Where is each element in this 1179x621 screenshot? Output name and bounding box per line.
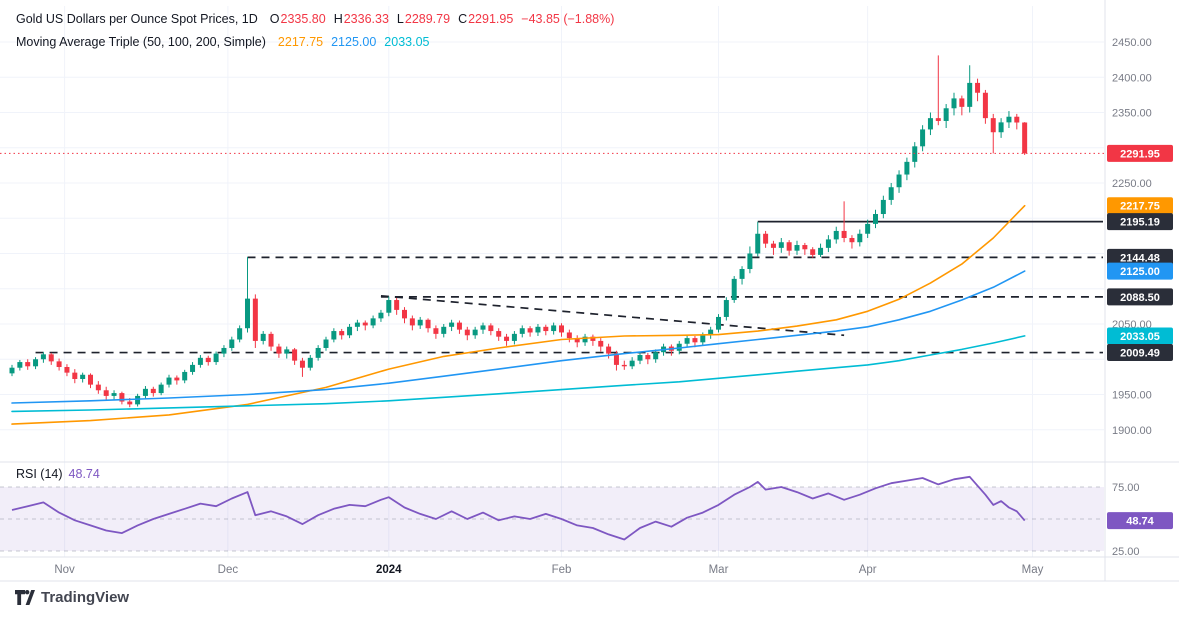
ohlc-value-l: 2289.79 bbox=[404, 12, 451, 26]
axis-badge-2009.49: 2009.49 bbox=[1107, 344, 1173, 362]
rsi-value: 48.74 bbox=[68, 467, 100, 481]
ohlc-row: Gold US Dollars per Ounce Spot Prices, 1… bbox=[16, 8, 614, 31]
svg-text:Dec: Dec bbox=[218, 564, 239, 576]
ohlc-label-l: L bbox=[396, 12, 404, 26]
ma-indicator-title[interactable]: Moving Average Triple (50, 100, 200, Sim… bbox=[16, 35, 266, 49]
axis-badge-2033.05: 2033.05 bbox=[1107, 327, 1173, 345]
svg-text:2088.50: 2088.50 bbox=[1120, 292, 1160, 304]
tradingview-logo-text: TradingView bbox=[41, 589, 130, 606]
sma-200-line bbox=[11, 335, 1026, 413]
rsi-title[interactable]: RSI (14) bbox=[16, 467, 63, 481]
svg-text:2217.75: 2217.75 bbox=[1120, 201, 1160, 213]
axis-badge-2144.48: 2144.48 bbox=[1107, 248, 1173, 266]
svg-text:2291.95: 2291.95 bbox=[1120, 148, 1160, 160]
svg-text:1950.00: 1950.00 bbox=[1112, 390, 1152, 402]
tradingview-logo[interactable]: TradingView bbox=[14, 589, 129, 606]
ohlc-values: O2335.80 H2336.33 L2289.79 C2291.95 bbox=[262, 12, 514, 26]
svg-text:2033.05: 2033.05 bbox=[1120, 331, 1160, 343]
svg-text:2400.00: 2400.00 bbox=[1112, 72, 1152, 84]
axis-badge-2291.95: 2291.95 bbox=[1107, 144, 1173, 162]
axis-badge-2217.75: 2217.75 bbox=[1107, 197, 1173, 215]
svg-text:75.00: 75.00 bbox=[1112, 482, 1140, 494]
candles bbox=[9, 55, 1028, 408]
svg-text:Nov: Nov bbox=[54, 564, 75, 576]
ohlc-label-o: O bbox=[269, 12, 280, 26]
ma-row: Moving Average Triple (50, 100, 200, Sim… bbox=[16, 31, 614, 54]
axis-badge-2088.50: 2088.50 bbox=[1107, 288, 1173, 306]
svg-text:2350.00: 2350.00 bbox=[1112, 108, 1152, 120]
svg-text:2195.19: 2195.19 bbox=[1120, 217, 1160, 229]
svg-text:2144.48: 2144.48 bbox=[1120, 252, 1160, 264]
time-axis[interactable]: Nov Dec 2024 Feb Mar Apr May bbox=[54, 564, 1043, 576]
rsi-band bbox=[0, 486, 1104, 552]
symbol-legend: Gold US Dollars per Ounce Spot Prices, 1… bbox=[16, 8, 614, 54]
rsi-line bbox=[11, 475, 1026, 541]
svg-text:May: May bbox=[1022, 564, 1044, 576]
svg-text:25.00: 25.00 bbox=[1112, 546, 1140, 558]
axis-badge-2125.00: 2125.00 bbox=[1107, 262, 1173, 280]
svg-text:2125.00: 2125.00 bbox=[1120, 266, 1160, 278]
rsi-legend: RSI (14) 48.74 bbox=[16, 467, 100, 481]
svg-text:Apr: Apr bbox=[859, 564, 877, 576]
svg-text:Mar: Mar bbox=[709, 564, 729, 576]
moving-averages bbox=[11, 204, 1026, 425]
ma-value-3: 2033.05 bbox=[384, 35, 430, 49]
change-value: −43.85 (−1.88%) bbox=[521, 12, 615, 26]
axis-badge-48.74: 48.74 bbox=[1107, 512, 1173, 530]
svg-text:Feb: Feb bbox=[552, 564, 572, 576]
svg-text:48.74: 48.74 bbox=[1126, 516, 1154, 528]
ohlc-value-c: 2291.95 bbox=[468, 12, 514, 26]
ohlc-label-c: C bbox=[458, 12, 468, 26]
ohlc-value-o: 2335.80 bbox=[280, 12, 326, 26]
price-axis[interactable]: 2450.002400.002350.002250.002050.001950.… bbox=[1112, 37, 1152, 558]
ohlc-label-h: H bbox=[333, 12, 343, 26]
ma-value-2: 2125.00 bbox=[331, 35, 377, 49]
sma-50-line bbox=[11, 204, 1026, 425]
svg-text:2250.00: 2250.00 bbox=[1112, 178, 1152, 190]
svg-text:2024: 2024 bbox=[376, 564, 402, 576]
ma-values: 2217.75 2125.00 2033.05 bbox=[270, 35, 430, 49]
svg-text:1900.00: 1900.00 bbox=[1112, 425, 1152, 437]
svg-text:2450.00: 2450.00 bbox=[1112, 37, 1152, 49]
sma-100-line bbox=[11, 270, 1026, 404]
grid-lines bbox=[0, 6, 1104, 557]
axis-badge-2195.19: 2195.19 bbox=[1107, 213, 1173, 231]
ohlc-value-h: 2336.33 bbox=[343, 12, 389, 26]
svg-text:2009.49: 2009.49 bbox=[1120, 348, 1160, 360]
symbol-title[interactable]: Gold US Dollars per Ounce Spot Prices, 1… bbox=[16, 12, 258, 26]
ma-value-1: 2217.75 bbox=[277, 35, 324, 49]
pane-separators bbox=[0, 0, 1179, 582]
tradingview-logo-icon bbox=[15, 590, 35, 605]
support-resistance-lines bbox=[35, 220, 1103, 354]
